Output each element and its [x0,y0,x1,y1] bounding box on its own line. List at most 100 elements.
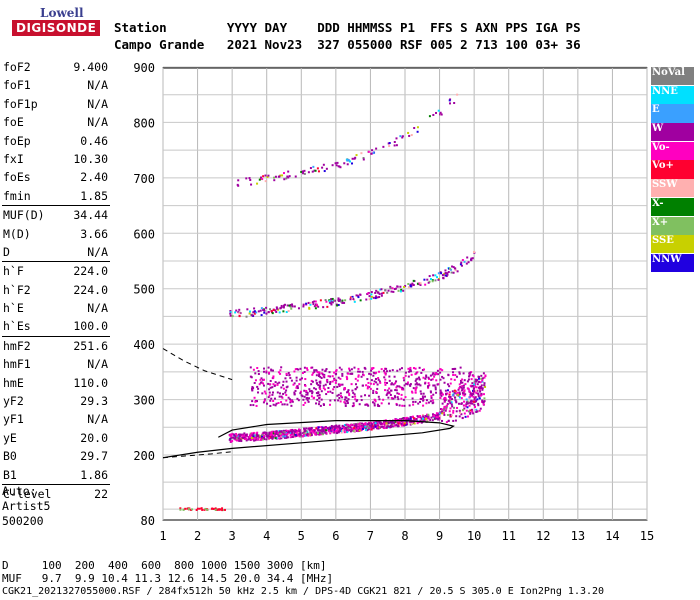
echo-point [346,402,349,405]
echo-point [383,376,386,379]
echo-point [479,390,482,393]
echo-point [464,393,467,396]
echo-point [348,369,351,372]
echo-point [281,403,284,406]
echo-point [451,265,454,268]
echo-point [304,434,307,437]
echo-point [347,372,350,375]
echo-point [448,395,451,398]
echo-point [452,371,455,374]
echo-point [318,400,321,403]
echo-point [455,410,458,413]
echo-point [329,427,332,430]
echo-point [288,304,291,307]
echo-point [332,388,335,391]
param-label: foEp [3,133,31,148]
echo-point [403,404,406,407]
echo-point [267,366,270,369]
echo-point [366,387,369,390]
echo-point [338,429,341,432]
echo-point [274,404,277,407]
echo-point [472,412,475,415]
echo-point [481,399,484,402]
echo-point [253,312,256,315]
echo-point [258,438,261,441]
y-tick-label: 900 [133,61,155,75]
echo-point [285,374,288,377]
echo-point [402,417,405,420]
echo-point [306,391,309,394]
echo-point [341,424,344,427]
echo-point [465,262,468,265]
param-value: 29.3 [80,394,108,409]
echo-point [470,378,473,381]
echo-point [336,427,339,430]
echo-point [271,312,274,315]
echo-point [384,373,387,376]
param-value: 20.0 [80,430,108,445]
echo-point [253,439,256,442]
echo-point [367,381,370,384]
echo-point [333,371,336,374]
echo-point [407,286,410,289]
echo-point [262,175,265,178]
echo-point [259,309,262,312]
echo-point [294,389,297,392]
echo-point [463,412,466,415]
echo-point [249,178,252,181]
echo-point [311,430,314,433]
echo-point [249,375,252,378]
echo-point [323,376,326,379]
echo-point [341,372,344,375]
echo-point [401,135,404,138]
echo-point [449,397,452,400]
echo-point [446,414,449,417]
echo-point [423,420,426,423]
echo-point [303,169,306,172]
legend-item-x-: X- [651,197,694,216]
echo-point [315,402,318,405]
echo-point [404,371,407,374]
echo-point [339,377,342,380]
echo-point [287,429,290,432]
echo-point [452,411,455,414]
echo-point [448,385,451,388]
echo-point [293,370,296,373]
echo-point [369,422,372,425]
echo-point [393,141,396,144]
echo-point [276,391,279,394]
echo-point [367,385,370,388]
echo-point [375,421,378,424]
echo-point [351,162,354,165]
echo-point [239,438,242,441]
echo-point [279,307,282,310]
echo-point [256,366,259,369]
echo-point [380,368,383,371]
echo-point [387,396,390,399]
echo-point [357,370,360,373]
echo-point [307,427,310,430]
echo-point [483,397,486,400]
echo-point [241,435,244,438]
echo-point [471,382,474,385]
echo-point [282,429,285,432]
echo-point [356,379,359,382]
echo-point [468,375,471,378]
echo-point [272,383,275,386]
echo-point [303,432,306,435]
echo-point [372,421,375,424]
param-value: 110.0 [73,375,108,390]
echo-point [391,287,394,290]
echo-point [240,440,243,443]
echo-point [327,390,330,393]
echo-point [182,508,185,511]
echo-point [375,381,378,384]
echo-point [336,385,339,388]
echo-point [477,377,480,380]
echo-point [349,430,352,433]
echo-point [463,389,466,392]
echo-point [320,390,323,393]
echo-point [410,390,413,393]
echo-point [434,274,437,277]
echo-point [448,391,451,394]
